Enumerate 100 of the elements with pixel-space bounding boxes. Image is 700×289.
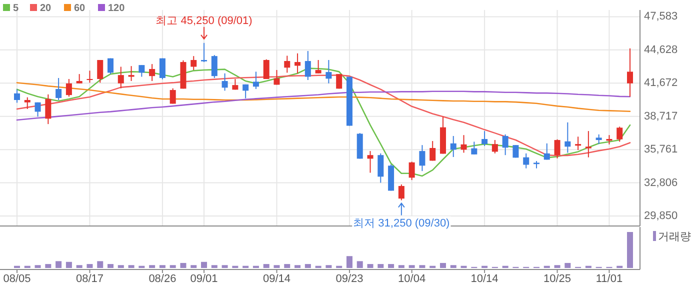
bar bbox=[346, 256, 352, 268]
bar bbox=[398, 265, 404, 268]
candlestick bbox=[211, 54, 218, 78]
x-tick-label: 08/17 bbox=[76, 273, 104, 285]
line-series bbox=[16, 82, 631, 112]
bar bbox=[66, 262, 72, 268]
bar bbox=[378, 264, 384, 268]
bar bbox=[128, 265, 134, 268]
bar bbox=[222, 265, 228, 268]
candlestick bbox=[24, 96, 30, 110]
legend-label: 20 bbox=[40, 3, 52, 14]
y-tick-label: 38,717 bbox=[644, 110, 678, 122]
y-tick-label: 35,761 bbox=[644, 144, 678, 156]
bar bbox=[274, 265, 280, 268]
bar bbox=[86, 264, 93, 268]
candlestick bbox=[367, 150, 374, 174]
bar bbox=[263, 264, 270, 268]
candlestick bbox=[159, 58, 166, 80]
y-tick-label: 44,628 bbox=[644, 44, 678, 56]
candlestick bbox=[492, 140, 498, 154]
candlestick bbox=[336, 74, 342, 90]
bar bbox=[56, 261, 62, 268]
candlestick bbox=[326, 60, 332, 84]
bar bbox=[284, 264, 290, 268]
candlestick bbox=[76, 74, 82, 84]
legend-label: 60 bbox=[74, 3, 86, 14]
candlestick bbox=[170, 88, 176, 104]
candlestick bbox=[128, 66, 134, 82]
candlestick bbox=[471, 141, 478, 155]
candlestick bbox=[564, 122, 571, 154]
candlestick bbox=[252, 71, 259, 90]
legend-label: 120 bbox=[108, 3, 126, 14]
bar bbox=[440, 262, 446, 268]
bar bbox=[450, 265, 456, 268]
candlestick bbox=[627, 48, 633, 98]
candlestick bbox=[419, 144, 426, 172]
bar bbox=[108, 264, 114, 268]
candlestick bbox=[585, 130, 592, 158]
y-tick-label: 47,583 bbox=[644, 10, 678, 23]
bar bbox=[170, 265, 176, 268]
candlestick bbox=[616, 126, 623, 142]
candlestick bbox=[201, 42, 208, 63]
bar bbox=[356, 261, 363, 268]
candlestick bbox=[502, 134, 508, 156]
candlestick bbox=[284, 55, 290, 74]
x-tick-label: 11/01 bbox=[596, 273, 623, 285]
candlestick bbox=[263, 58, 270, 80]
candlestick bbox=[138, 64, 145, 78]
y-tick-label: 41,672 bbox=[644, 77, 678, 90]
bar bbox=[564, 262, 571, 268]
candlestick bbox=[430, 140, 436, 162]
candlestick bbox=[14, 88, 20, 104]
candlestick bbox=[86, 70, 93, 84]
legend-label: 5 bbox=[13, 3, 19, 14]
bar bbox=[211, 265, 218, 268]
bar bbox=[118, 265, 124, 268]
candlestick bbox=[97, 60, 104, 84]
bar bbox=[34, 265, 41, 268]
x-tick-label: 08/05 bbox=[3, 273, 31, 285]
bar bbox=[190, 265, 197, 268]
candlestick bbox=[56, 77, 62, 101]
legend-label: 거래량 bbox=[658, 231, 691, 243]
candlestick bbox=[274, 70, 280, 86]
y-tick-label: 29,850 bbox=[644, 210, 678, 222]
bar bbox=[419, 265, 426, 268]
candlestick bbox=[512, 144, 519, 158]
x-tick-label: 10/04 bbox=[398, 273, 426, 285]
candlestick bbox=[315, 60, 322, 74]
bar bbox=[627, 232, 633, 268]
x-tick-label: 09/23 bbox=[336, 273, 364, 285]
candlestick bbox=[408, 161, 415, 181]
bar bbox=[97, 261, 104, 268]
bar bbox=[367, 264, 374, 268]
x-tick-label: 10/25 bbox=[544, 273, 572, 285]
bar bbox=[149, 265, 156, 268]
bar bbox=[326, 265, 332, 268]
candlestick bbox=[606, 134, 612, 145]
bar bbox=[201, 262, 208, 268]
bar bbox=[180, 262, 186, 268]
candlestick bbox=[190, 56, 197, 71]
candlestick bbox=[575, 136, 582, 151]
bar bbox=[388, 264, 394, 268]
candlestick bbox=[34, 102, 41, 118]
bar bbox=[294, 265, 301, 268]
annotation: 최저 31,250 (09/30) bbox=[353, 217, 450, 230]
candlestick bbox=[596, 134, 602, 145]
candlestick bbox=[118, 66, 124, 89]
candlestick bbox=[460, 134, 467, 154]
candlestick bbox=[544, 142, 550, 160]
bar bbox=[76, 265, 82, 268]
candlestick bbox=[398, 184, 404, 201]
candlestick bbox=[242, 84, 249, 99]
x-tick-label: 09/01 bbox=[190, 273, 218, 285]
bar bbox=[304, 264, 311, 268]
candlestick bbox=[378, 152, 384, 184]
candlestick bbox=[554, 138, 560, 159]
line-series bbox=[16, 90, 631, 121]
bar bbox=[554, 265, 560, 268]
candlestick bbox=[450, 135, 456, 158]
bar bbox=[159, 265, 166, 268]
